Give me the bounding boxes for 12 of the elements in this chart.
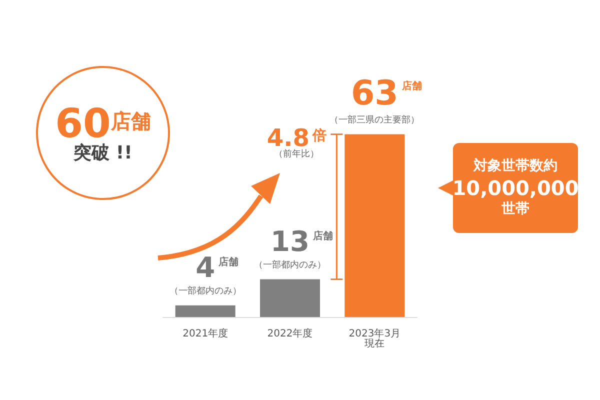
annotation: （一部都内のみ） xyxy=(169,285,242,296)
annotation: （一部都内のみ） xyxy=(254,259,326,270)
text: 店舗 xyxy=(401,80,422,92)
x-tick-label: 2021年度 xyxy=(182,328,228,340)
x-tick-label: 2022年度 xyxy=(267,328,313,340)
data-label: 63 xyxy=(351,73,398,114)
annotation: （一部三県の主要部） xyxy=(330,114,420,126)
x-tick-label: 2023年3月現在 xyxy=(348,328,401,350)
annotation: 店舗 xyxy=(312,230,334,242)
annotation: 店舗 xyxy=(217,256,238,268)
data-label: 4 xyxy=(196,250,216,284)
data-label: 13 xyxy=(270,224,310,258)
